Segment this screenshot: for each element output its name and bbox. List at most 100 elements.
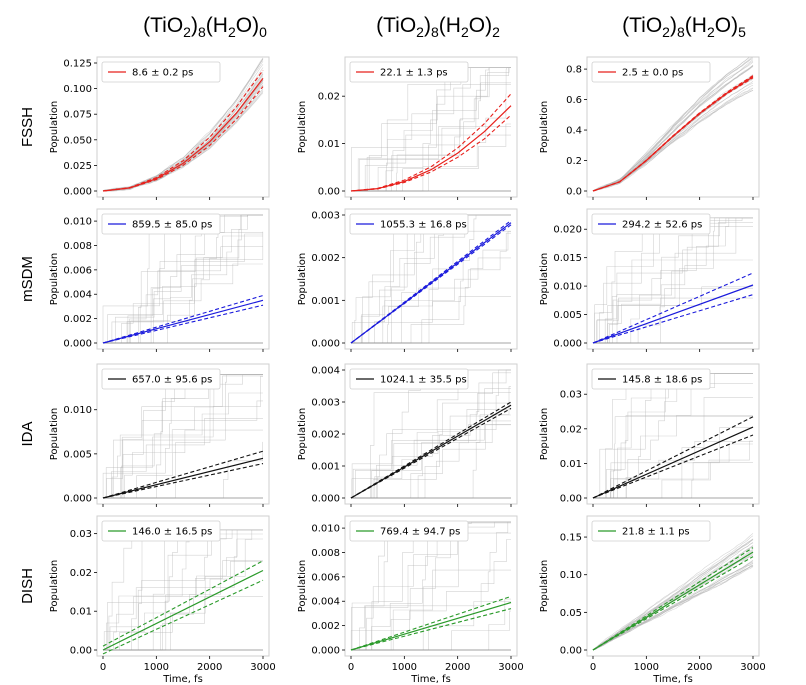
panel-msdm-2: 0.0000.0050.0100.0150.020Population294.2… [539,209,759,352]
title-part-mid: ) [670,14,677,37]
x-tick-label: 2000 [445,662,470,673]
panel-dish-1: 0.0000.0020.0040.0060.0080.0100 1000 2000 3… [297,516,524,685]
panel-fssh-2: 0.00.20.40.60.8Population2.5 ± 0.0 ps [539,55,759,200]
trajectory-line [103,530,263,650]
legend-label: 294.2 ± 52.6 ps [622,220,702,231]
y-tick-label: 0.000 [311,646,340,657]
y-axis-label: Population [297,253,308,306]
y-tick-label: 0.00 [560,494,582,505]
y-tick-label: 0.0 [566,187,582,198]
fit-band-upper [103,561,263,646]
title-part-sub4: 5 [738,24,746,40]
y-tick-label: 0.010 [63,217,92,228]
y-axis-label: Population [49,560,60,613]
fit-band-upper [103,70,263,191]
title-part-mid3: O) [469,14,492,37]
trajectory-line [103,74,263,191]
trajectory-line [593,77,753,191]
y-tick-label: 0.000 [63,187,92,198]
trajectory-line [593,536,753,650]
y-tick-label: 0.00 [70,646,92,657]
trajectory-line [351,540,511,651]
y-tick-label: 0.02 [560,424,582,435]
legend-label: 859.5 ± 85.0 ps [132,220,212,231]
x-tick-label: 0 [100,662,106,673]
fit-band-lower [103,580,263,654]
y-tick-label: 0.000 [63,494,92,505]
fit-line [351,603,511,651]
trajectory-line [593,78,753,191]
y-tick-label: 0.6 [566,95,582,106]
trajectory-line [593,66,753,191]
trajectory-group [103,374,263,498]
y-tick-label: 0.02 [70,568,92,579]
title-part-sub1: 2 [416,24,424,40]
title-part-mid: ) [424,14,431,37]
y-tick-label: 0.005 [553,310,582,321]
y-tick-label: 0.075 [63,110,92,121]
title-part-mid3: O) [715,14,738,37]
y-tick-label: 0.000 [63,339,92,350]
x-tick-label: 0 [590,662,596,673]
trajectory-group [593,374,753,499]
trajectory-line [103,530,263,650]
trajectory-line [593,90,753,191]
fit-band-lower [103,464,263,498]
y-tick-label: 0.010 [553,282,582,293]
y-tick-label: 0.00 [318,187,340,198]
fit-line [103,571,263,651]
y-tick-label: 0.4 [566,126,582,137]
trajectory-line [593,533,753,649]
column-title-0: (TiO2)8(H2O)0 [143,14,267,40]
x-tick-label: 3000 [250,662,275,673]
y-tick-label: 0.015 [553,253,582,264]
y-tick-label: 0.003 [311,211,340,222]
trajectory-line [351,296,511,343]
fit-line [351,405,511,498]
title-part-mid: ) [191,14,198,37]
trajectory-line [103,90,263,191]
y-tick-label: 0.2 [566,156,582,167]
y-tick-label: 0.01 [70,607,92,618]
y-tick-label: 0.05 [560,608,582,619]
trajectory-line [103,530,263,650]
y-tick-label: 0.004 [311,597,340,608]
panel-fssh-0: 0.000 0.025 0.050 0.075 0.100 0.125 Population… [49,57,269,200]
x-tick-label: 1000 [144,662,169,673]
trajectory-line [103,80,263,191]
trajectory-line [593,90,753,191]
y-axis-label: Population [297,408,308,461]
trajectory-line [103,72,263,191]
y-tick-label: 0.125 [63,59,92,70]
y-tick-label: 0.002 [311,430,340,441]
y-tick-label: 0.004 [63,290,92,301]
y-tick-label: 0.002 [63,314,92,325]
y-tick-label: 0.002 [311,621,340,632]
y-axis-label: Population [539,253,550,306]
trajectory-line [103,530,263,650]
title-part-mid2: (H [206,14,228,37]
trajectory-group [351,68,511,191]
y-tick-label: 0.001 [311,296,340,307]
trajectory-line [351,135,511,191]
y-tick-label: 0.03 [70,529,92,540]
trajectory-line [103,530,263,650]
x-tick-label: 1000 [392,662,417,673]
title-part-mid2: (H [685,14,707,37]
trajectory-line [103,82,263,190]
x-tick-label: 0 [348,662,354,673]
y-tick-label: 0.03 [560,390,582,401]
panel-msdm-0: 0.0000.0020.0040.0060.0080.010Population… [49,209,269,352]
fit-band-upper [351,94,511,191]
y-tick-label: 0.01 [318,139,340,150]
trajectory-line [103,73,263,191]
trajectory-line [103,78,263,191]
trajectory-line [351,231,511,343]
y-axis-label: Population [49,408,60,461]
title-part-sub3: 2 [461,24,469,40]
title-part-mid3: O) [236,14,259,37]
y-tick-label: 0.004 [311,366,340,377]
title-part-base: (TiO [622,14,662,37]
title-part-sub4: 2 [492,24,500,40]
trajectory-line [593,260,753,343]
